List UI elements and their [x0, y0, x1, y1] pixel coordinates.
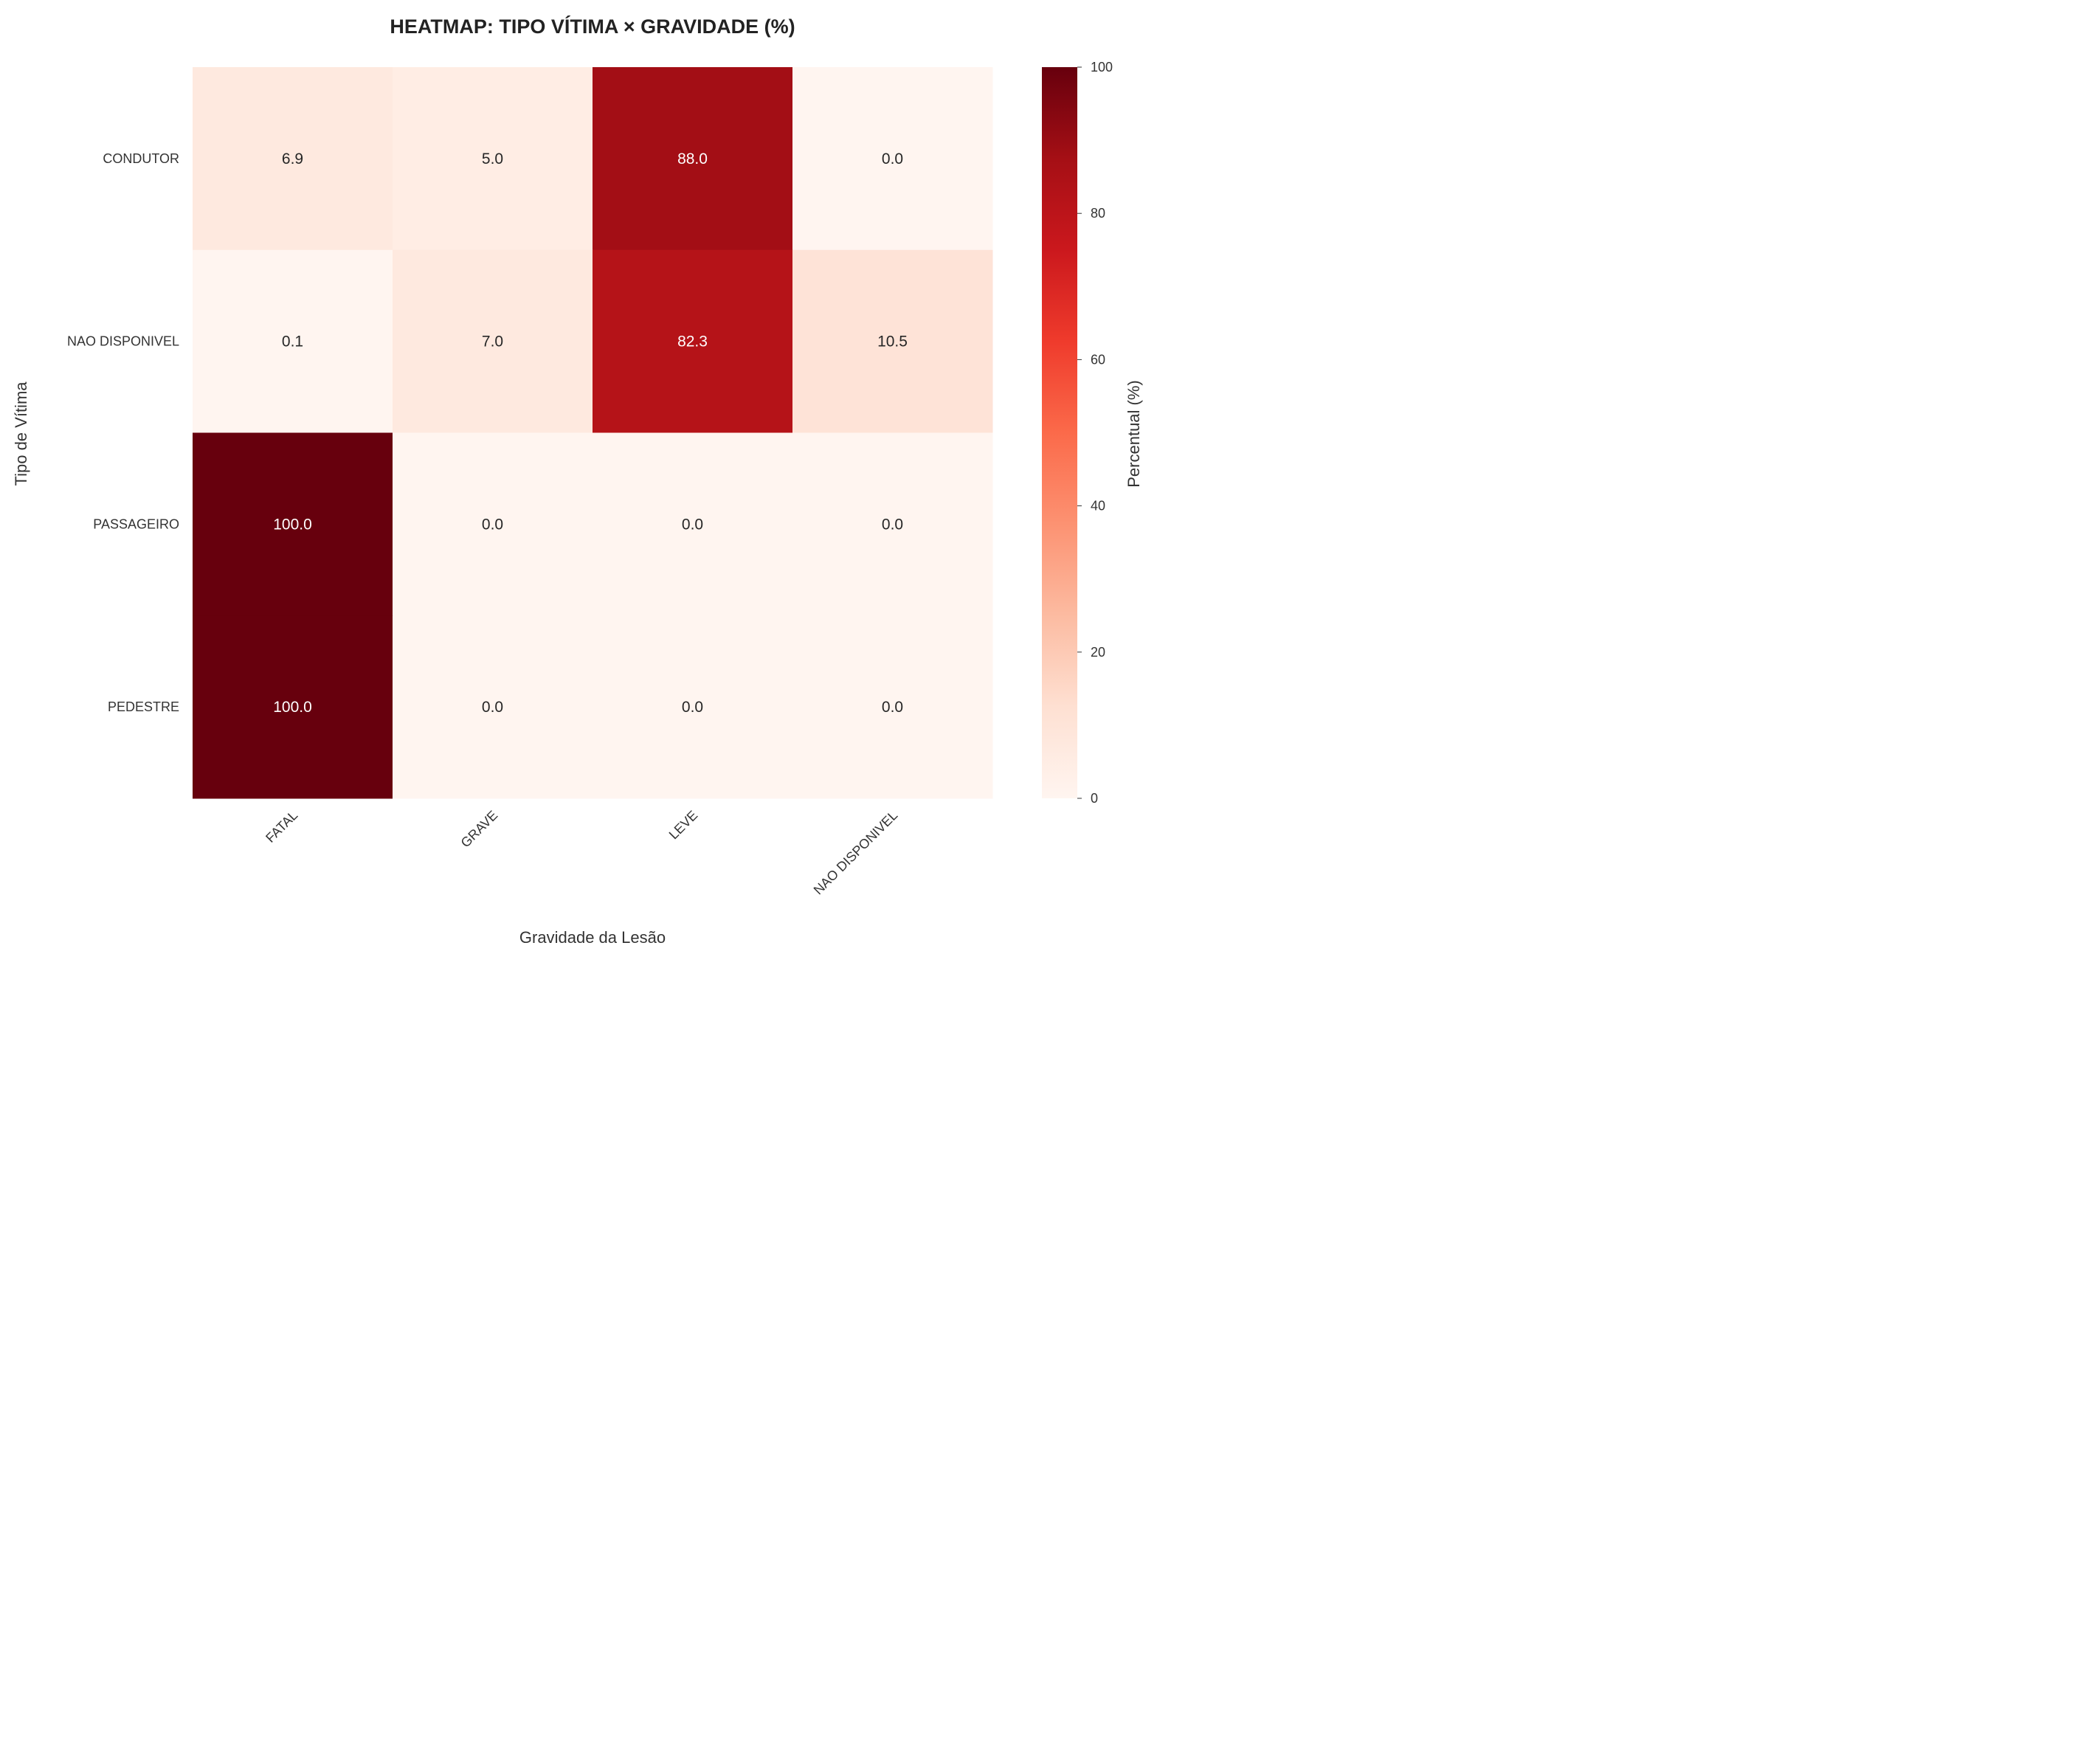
y-tick-label: NAO DISPONIVEL: [67, 334, 179, 349]
x-tick-labels: FATAL GRAVE LEVE NAO DISPONIVEL: [263, 808, 900, 898]
heatmap-cell-passageiro-fatal: [193, 432, 393, 616]
heatmap-cell-nao-disponivel-fatal: [193, 249, 393, 433]
cell-value-label: 10.5: [877, 333, 908, 350]
heatmap-cell-condutor-fatal: [193, 67, 393, 251]
cell-value-label: 0.0: [882, 151, 903, 167]
y-tick-label: PEDESTRE: [108, 699, 179, 714]
y-tick-label: CONDUTOR: [103, 151, 179, 166]
heatmap-chart: HEATMAP: TIPO VÍTIMA × GRAVIDADE (%) 6.9…: [12, 15, 1143, 947]
y-tick-labels: CONDUTOR NAO DISPONIVEL PASSAGEIRO PEDESTRE: [67, 151, 179, 714]
cell-value-label: 7.0: [482, 333, 503, 350]
cell-value-label: 0.0: [482, 516, 503, 533]
heatmap-cell-nao-disponivel-leve: [593, 249, 793, 433]
heatmap-cell-pedestre-leve: [593, 615, 793, 799]
cell-value-label: 5.0: [482, 151, 503, 167]
cell-value-label: 0.0: [682, 516, 703, 533]
colorbar-label: Percentual (%): [1125, 380, 1143, 488]
colorbar-tick-label: 80: [1091, 206, 1105, 221]
colorbar: [1042, 67, 1077, 798]
cell-value-label: 6.9: [282, 151, 303, 167]
colorbar-ticks: 0 20 40 60 80 100: [1077, 60, 1113, 806]
x-tick-label: GRAVE: [458, 808, 501, 851]
chart-title: HEATMAP: TIPO VÍTIMA × GRAVIDADE (%): [390, 15, 795, 38]
cell-value-label: 0.0: [882, 516, 903, 533]
heatmap-cell-pedestre-nao-disponivel: [792, 615, 993, 799]
x-tick-label: FATAL: [263, 808, 300, 846]
heatmap-cell-passageiro-nao-disponivel: [792, 432, 993, 616]
heatmap-cell-nao-disponivel-nao-disponivel: [792, 249, 993, 433]
heatmap-cell-pedestre-fatal: [193, 615, 393, 799]
heatmap-cell-condutor-leve: [593, 67, 793, 251]
y-tick-label: PASSAGEIRO: [93, 516, 179, 531]
colorbar-tick-label: 20: [1091, 645, 1105, 660]
cell-value-label: 0.0: [882, 699, 903, 716]
heatmap-cells: 6.9 5.0 88.0 0.0 0.1 7.0 82.3 10.5 100.0 0.0 0.0 0.…: [193, 67, 993, 799]
heatmap-cell-nao-disponivel-grave: [393, 249, 593, 433]
colorbar-tick-label: 60: [1091, 352, 1105, 367]
heatmap-cell-passageiro-grave: [393, 432, 593, 616]
heatmap-cell-pedestre-grave: [393, 615, 593, 799]
cell-value-label: 100.0: [273, 516, 312, 533]
heatmap-cell-passageiro-leve: [593, 432, 793, 616]
cell-value-label: 100.0: [273, 699, 312, 716]
colorbar-tick-label: 0: [1091, 791, 1098, 806]
y-axis-label: Tipo de Vítima: [12, 381, 30, 486]
colorbar-tick-label: 40: [1091, 499, 1105, 514]
cell-value-label: 0.0: [482, 699, 503, 716]
x-tick-label: LEVE: [666, 808, 701, 843]
cell-value-label: 82.3: [677, 333, 708, 350]
cell-value-label: 88.0: [677, 151, 708, 167]
cell-value-label: 0.1: [282, 333, 303, 350]
cell-value-label: 0.0: [682, 699, 703, 716]
colorbar-tick-label: 100: [1091, 60, 1113, 75]
x-axis-label: Gravidade da Lesão: [519, 928, 666, 947]
heatmap-cell-condutor-grave: [393, 67, 593, 251]
heatmap-cell-condutor-nao-disponivel: [792, 67, 993, 251]
x-tick-label: NAO DISPONIVEL: [811, 808, 901, 898]
